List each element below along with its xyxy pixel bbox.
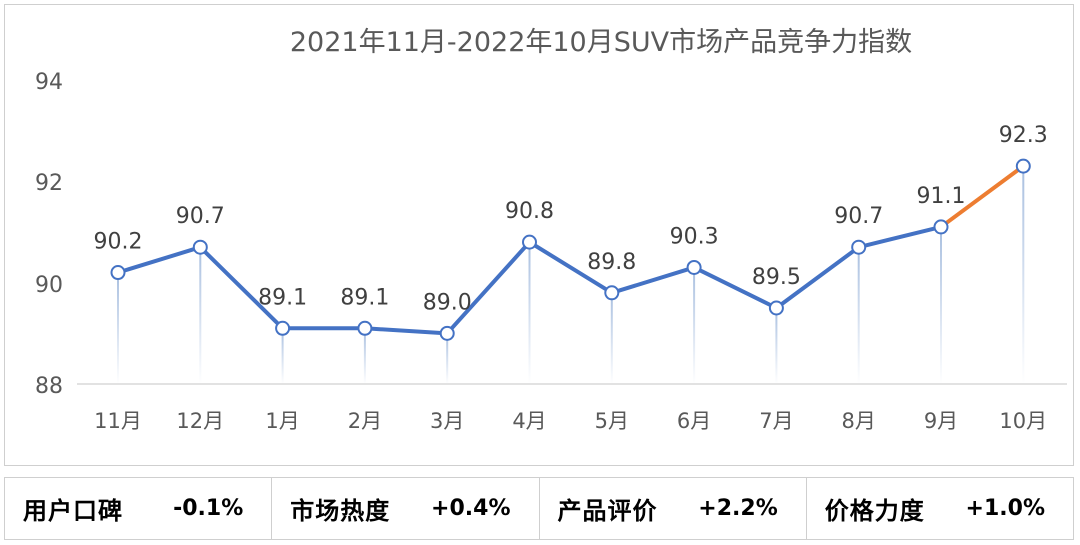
series-segment: [609, 265, 697, 295]
series-segment: [527, 240, 614, 295]
drop-line: [117, 272, 119, 384]
data-label: 89.1: [258, 285, 307, 310]
data-label: 90.7: [176, 204, 225, 229]
metric-value: +1.0%: [965, 496, 1045, 521]
drop-line: [1022, 166, 1025, 384]
series-segment-highlight: [939, 164, 1026, 229]
metric-user-reputation: 用户口碑 -0.1%: [5, 478, 273, 539]
series-lines: [116, 164, 1026, 336]
data-point: [768, 300, 784, 316]
x-tick-label: 12月: [176, 409, 224, 433]
series-segment: [116, 245, 203, 275]
data-label: 90.7: [834, 204, 883, 229]
x-tick-label: 8月: [842, 409, 876, 433]
data-point: [686, 259, 702, 275]
metric-market-heat: 市场热度 +0.4%: [272, 478, 540, 539]
x-tick-label: 10月: [999, 409, 1047, 433]
drop-line: [281, 328, 284, 384]
x-tick-label: 7月: [759, 409, 793, 433]
drop-lines: [117, 166, 1025, 384]
data-label: 92.3: [999, 123, 1048, 148]
data-label: 90.3: [670, 224, 719, 249]
data-label: 89.0: [423, 290, 472, 315]
x-tick-label: 5月: [595, 409, 629, 433]
data-point: [275, 320, 291, 336]
series-segment: [774, 245, 861, 310]
metric-value: -0.1%: [173, 496, 244, 521]
data-label: 89.5: [752, 265, 801, 290]
x-tick-label: 2月: [348, 409, 382, 433]
data-point: [192, 239, 208, 255]
metric-product-review: 产品评价 +2.2%: [540, 478, 807, 539]
x-tick-label: 3月: [430, 409, 464, 433]
data-point: [933, 219, 949, 235]
data-label: 90.8: [505, 199, 554, 224]
data-label: 91.1: [917, 184, 966, 209]
data-label: 89.1: [340, 285, 389, 310]
x-tick-label: 11月: [94, 409, 142, 433]
y-tick-label: 88: [35, 374, 63, 399]
data-labels: 90.2 90.7 89.1 89.1 89.0 90.8 89.8 90.3 89.5 90.7…: [94, 123, 1048, 315]
x-tick-label: 9月: [924, 409, 958, 433]
drop-line: [857, 247, 860, 384]
data-point: [851, 239, 867, 255]
metric-label: 价格力度: [824, 497, 925, 525]
data-label: 89.8: [587, 250, 636, 275]
x-axis-labels: 11月 12月 1月 2月 3月 4月 5月 6月 7月 8月 9月 10月: [94, 409, 1047, 433]
series-segment: [445, 240, 532, 336]
data-label: 90.2: [94, 230, 143, 255]
metric-price-strength: 价格力度 +1.0%: [807, 478, 1073, 539]
drop-line: [940, 226, 942, 384]
metric-label: 产品评价: [557, 497, 658, 525]
y-tick-label: 92: [35, 171, 63, 196]
metric-label: 市场热度: [290, 497, 391, 525]
series-segment: [362, 326, 450, 336]
drop-line: [363, 328, 366, 384]
line-chart: 2021年11月-2022年10月SUV市场产品竞争力指数 94 92 90 8…: [35, 27, 1067, 433]
metric-value: +0.4%: [431, 496, 511, 521]
data-point: [357, 320, 373, 336]
metric-label: 用户口碑: [23, 497, 123, 525]
data-point: [439, 325, 455, 341]
drop-line: [775, 308, 778, 384]
series-segment: [198, 245, 285, 331]
data-point: [604, 285, 620, 301]
metrics-bar: 用户口碑 -0.1% 市场热度 +0.4% 产品评价 +2.2% 价格力度 +1…: [4, 477, 1074, 540]
data-point: [110, 265, 126, 281]
data-markers: [110, 158, 1031, 341]
y-tick-label: 90: [35, 273, 63, 298]
y-tick-label: 94: [35, 70, 63, 95]
drop-line: [528, 242, 531, 384]
chart-frame: 2021年11月-2022年10月SUV市场产品竞争力指数 94 92 90 8…: [4, 4, 1074, 466]
x-tick-label: 6月: [677, 409, 711, 433]
x-tick-label: 4月: [512, 409, 546, 433]
drop-line: [693, 267, 696, 384]
x-tick-label: 1月: [265, 409, 299, 433]
drop-line: [199, 247, 202, 384]
series-segment: [692, 265, 779, 310]
data-point: [1015, 158, 1031, 174]
data-point: [522, 234, 537, 250]
drop-line: [610, 292, 613, 384]
drop-line: [446, 333, 449, 384]
metric-value: +2.2%: [698, 496, 778, 521]
series-segment: [856, 224, 943, 250]
chart-title: 2021年11月-2022年10月SUV市场产品竞争力指数: [290, 27, 912, 58]
